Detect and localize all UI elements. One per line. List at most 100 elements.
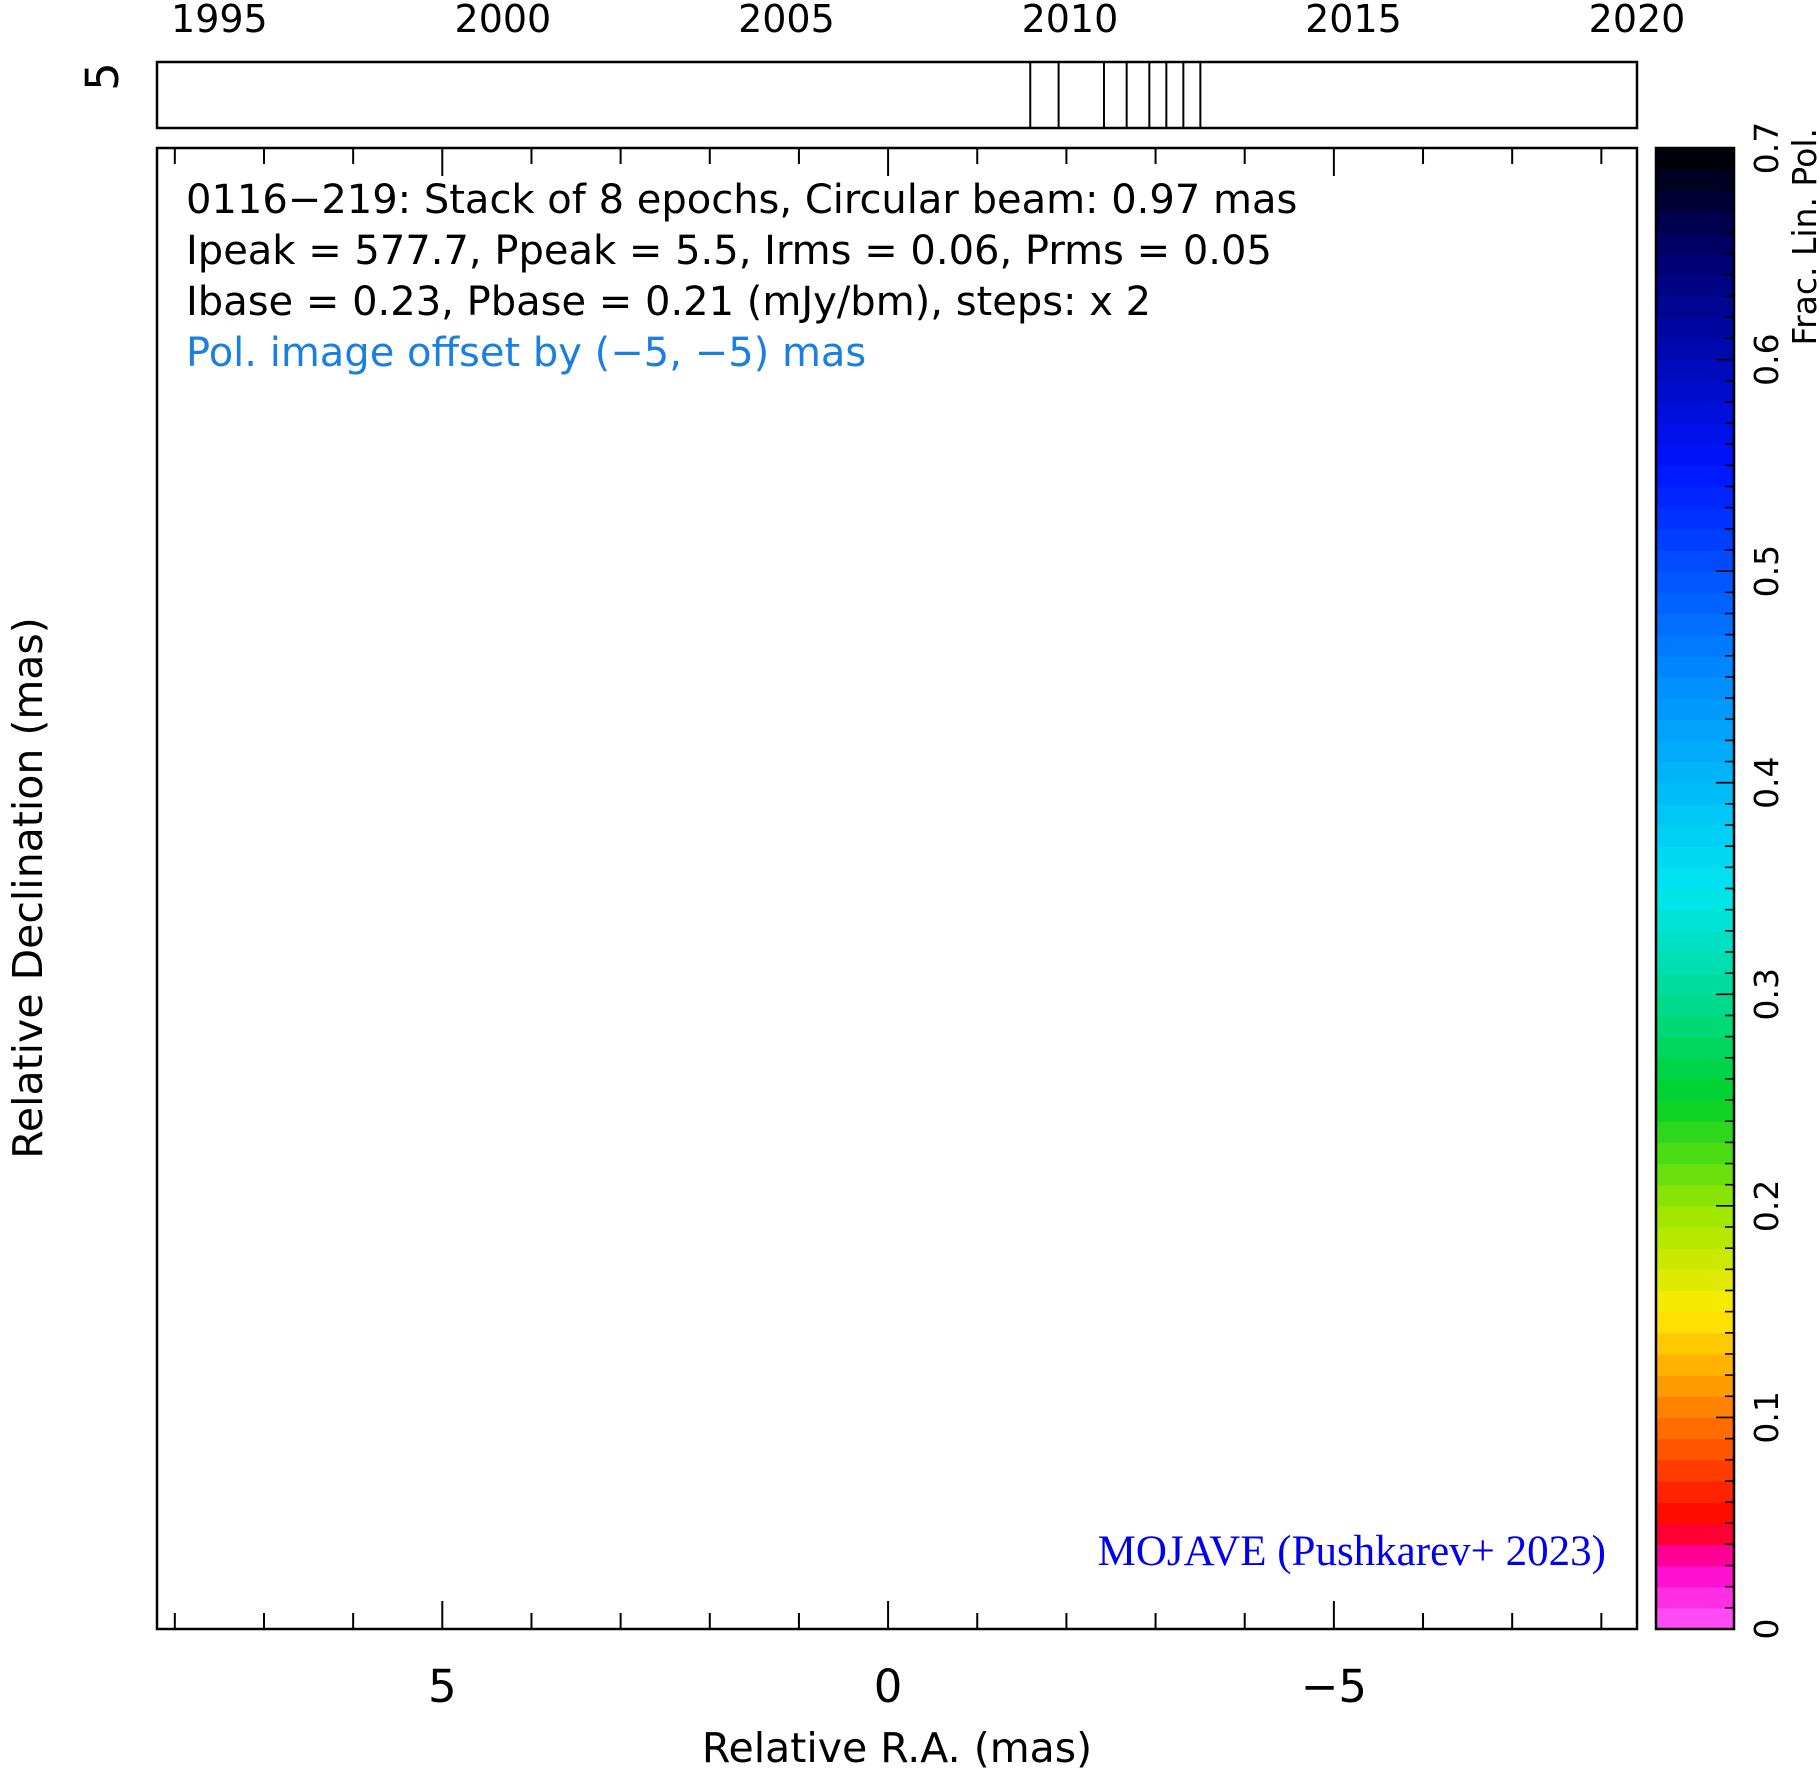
colorbar-swatch [1656,465,1734,488]
colorbar-swatch [1656,1480,1734,1503]
colorbar-swatch [1656,507,1734,530]
credit: MOJAVE (Pushkarev+ 2023) [1098,1528,1606,1575]
colorbar-swatch [1656,528,1734,551]
colorbar-swatch [1656,1459,1734,1482]
colorbar-swatch [1656,1121,1734,1143]
colorbar-swatch [1656,803,1734,826]
colorbar-swatch [1656,740,1734,763]
colorbar-swatch [1656,1184,1734,1207]
colorbar-swatch [1656,1290,1734,1313]
colorbar-swatch [1656,1417,1734,1440]
chart-title: 0116−219: Stack of 8 epochs, Circular be… [186,177,1297,223]
epoch-year-label: 2010 [1022,0,1119,41]
colorbar-swatch [1656,1248,1734,1270]
colorbar-swatch [1656,888,1734,911]
colorbar-swatch [1656,486,1734,509]
colorbar-swatch [1656,232,1734,255]
colorbar-swatch [1656,1565,1734,1588]
colorbar-swatch [1656,676,1734,699]
colorbar-swatch [1656,571,1734,593]
colorbar-swatch [1656,148,1734,170]
colorbar-tick-label: 0.7 [1747,122,1786,174]
colorbar-tick-label: 0.5 [1747,545,1786,597]
colorbar-swatch [1656,613,1734,636]
colorbar-swatch [1656,1353,1734,1376]
colorbar-tick-label: 0.2 [1747,1180,1786,1232]
stats-line-1: Ipeak = 577.7, Ppeak = 5.5, Irms = 0.06,… [186,228,1272,274]
colorbar-swatch [1656,973,1734,995]
colorbar-swatch [1656,253,1734,276]
y-axis-label: Relative Declination (mas) [4,617,52,1159]
colorbar-swatch [1656,423,1734,445]
colorbar-swatch [1656,592,1734,615]
colorbar-swatch [1656,782,1734,805]
epoch-year-label: 2020 [1589,0,1686,41]
colorbar-swatch [1656,1523,1734,1545]
colorbar-swatch [1656,1142,1734,1165]
colorbar-swatch [1656,274,1734,297]
colorbar-swatch [1656,169,1734,191]
offset-note: Pol. image offset by (−5, −5) mas [186,330,866,376]
colorbar-swatch [1656,190,1734,213]
colorbar-swatch [1656,211,1734,234]
colorbar-swatch [1656,825,1734,847]
colorbar-swatch [1656,1311,1734,1334]
colorbar-swatch [1656,1332,1734,1355]
colorbar-swatch [1656,317,1734,340]
colorbar-label: Frac. Lin. Pol. [1785,128,1819,346]
epoch-year-label: 2005 [738,0,835,41]
colorbar-swatch [1656,951,1734,974]
stats-line-2: Ibase = 0.23, Pbase = 0.21 (mJy/bm), ste… [186,279,1151,325]
colorbar-swatch [1656,1036,1734,1059]
colorbar-swatch [1656,698,1734,720]
colorbar-swatch [1656,359,1734,382]
colorbar-swatch [1656,1396,1734,1419]
colorbar-swatch [1656,1163,1734,1186]
colorbar-swatch [1656,1205,1734,1228]
colorbar-swatch [1656,634,1734,657]
colorbar-swatch [1656,1502,1734,1524]
colorbar-swatch [1656,1100,1734,1122]
colorbar-tick-label: 0.1 [1747,1391,1786,1443]
epoch-year-label: 1995 [171,0,268,41]
epoch-year-label: 2000 [455,0,552,41]
colorbar-swatch [1656,1057,1734,1080]
colorbar-swatch [1656,1227,1734,1249]
colorbar-swatch [1656,1607,1734,1630]
y-tick-label: 5 [76,62,129,91]
colorbar-swatch [1656,930,1734,953]
colorbar-swatch [1656,444,1734,466]
colorbar-tick-label: 0 [1747,1619,1786,1640]
colorbar-tick-label: 0.4 [1747,756,1786,808]
x-tick-label: 5 [428,1660,457,1713]
colorbar-swatch [1656,655,1734,678]
colorbar-tick-label: 0.3 [1747,968,1786,1020]
map-frame [155,146,1639,1631]
colorbar-swatch [1656,846,1734,868]
x-tick-label: 0 [874,1660,903,1713]
colorbar-swatch [1656,1544,1734,1567]
contour-map: 50−550−5−10 [76,62,1639,1713]
colorbar-tick-label: 0.6 [1747,333,1786,385]
colorbar: 0 0.1 0.2 0.3 0.4 0.5 0.6 0.7 [1654,122,1786,1640]
colorbar-swatch [1656,761,1734,784]
colorbar-swatch [1656,380,1734,403]
colorbar-swatch [1656,867,1734,890]
colorbar-swatch [1656,909,1734,932]
colorbar-swatch [1656,549,1734,572]
colorbar-swatch [1656,1078,1734,1101]
colorbar-swatch [1656,338,1734,361]
colorbar-swatch [1656,719,1734,741]
colorbar-swatch [1656,994,1734,1017]
colorbar-swatch [1656,1438,1734,1461]
colorbar-swatch [1656,1269,1734,1292]
colorbar-swatch [1656,296,1734,318]
colorbar-swatch [1656,1375,1734,1397]
epoch-year-label: 2015 [1305,0,1402,41]
colorbar-swatch [1656,1015,1734,1038]
x-axis-label: Relative R.A. (mas) [702,1724,1092,1772]
colorbar-swatch [1656,1586,1734,1609]
epoch-frame [155,60,1639,130]
x-tick-label: −5 [1301,1660,1367,1713]
